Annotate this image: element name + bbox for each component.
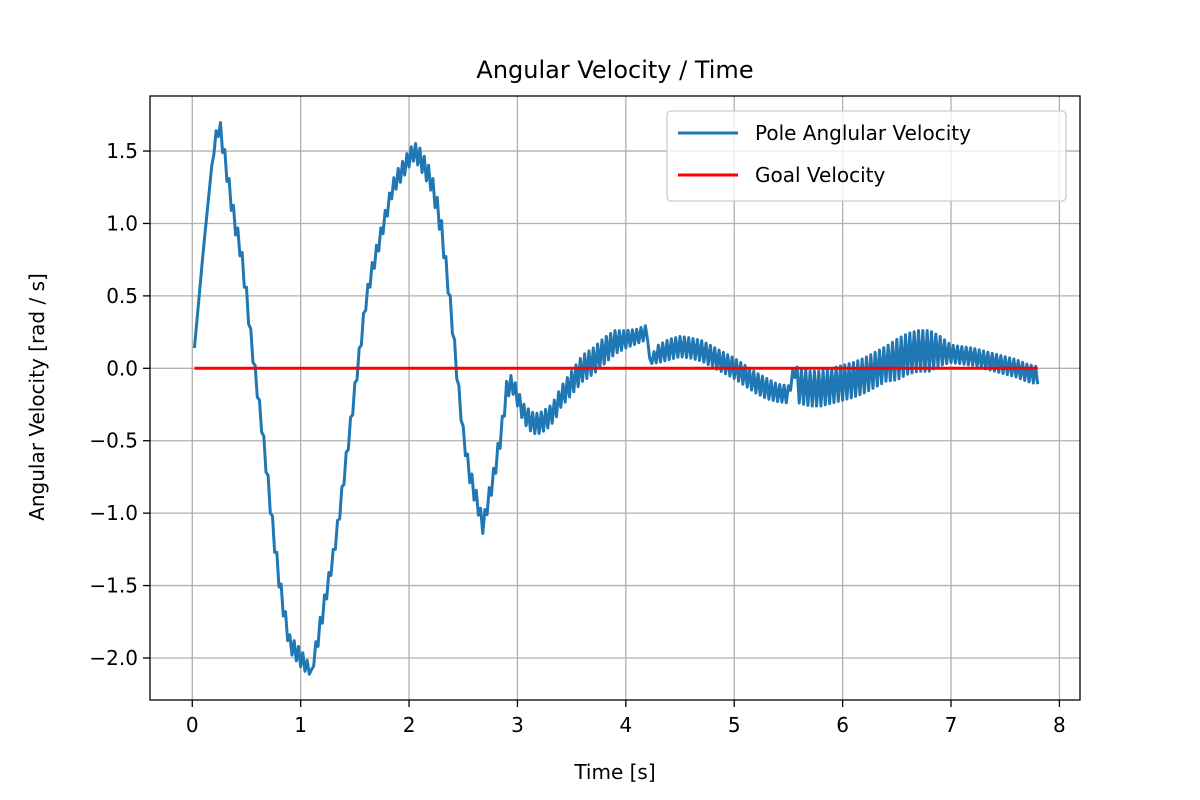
legend-label-pole-velocity: Pole Anglular Velocity bbox=[755, 121, 971, 145]
y-tick-label: −1.0 bbox=[89, 501, 138, 525]
chart-title: Angular Velocity / Time bbox=[476, 56, 753, 84]
y-tick-label: −0.5 bbox=[89, 429, 138, 453]
y-tick-label: 0.5 bbox=[106, 284, 138, 308]
y-tick-label: −2.0 bbox=[89, 646, 138, 670]
legend-frame bbox=[666, 110, 1067, 202]
x-tick-label: 3 bbox=[511, 713, 524, 737]
x-tick-label: 4 bbox=[619, 713, 632, 737]
series-pole-angular-velocity-line bbox=[192, 121, 1040, 676]
plot-frame bbox=[149, 95, 1081, 701]
x-tick-label: 1 bbox=[294, 713, 307, 737]
x-tick-label: 6 bbox=[836, 713, 849, 737]
y-axis-title: Angular Velocity [rad / s] bbox=[25, 273, 49, 521]
legend: Pole Anglular Velocity Goal Velocity bbox=[666, 110, 1067, 202]
x-tick-label: 8 bbox=[1053, 713, 1066, 737]
x-tick-label: 7 bbox=[945, 713, 958, 737]
y-tick-label: 1.5 bbox=[106, 139, 138, 163]
y-tick-label: 1.0 bbox=[106, 211, 138, 235]
y-tick-label: −1.5 bbox=[89, 574, 138, 598]
x-tick-label: 0 bbox=[186, 713, 199, 737]
legend-label-goal-velocity: Goal Velocity bbox=[755, 163, 886, 187]
ticks: 0 1 2 3 4 5 6 7 8 −2.0 −1.5 −1.0 −0.5 0.0 0.5 1.0 1.5 bbox=[89, 139, 1065, 737]
x-axis-title: Time [s] bbox=[573, 760, 655, 784]
x-tick-label: 2 bbox=[403, 713, 416, 737]
y-tick-label: 0.0 bbox=[106, 356, 138, 380]
x-tick-label: 5 bbox=[728, 713, 741, 737]
series-layer bbox=[192, 121, 1040, 676]
